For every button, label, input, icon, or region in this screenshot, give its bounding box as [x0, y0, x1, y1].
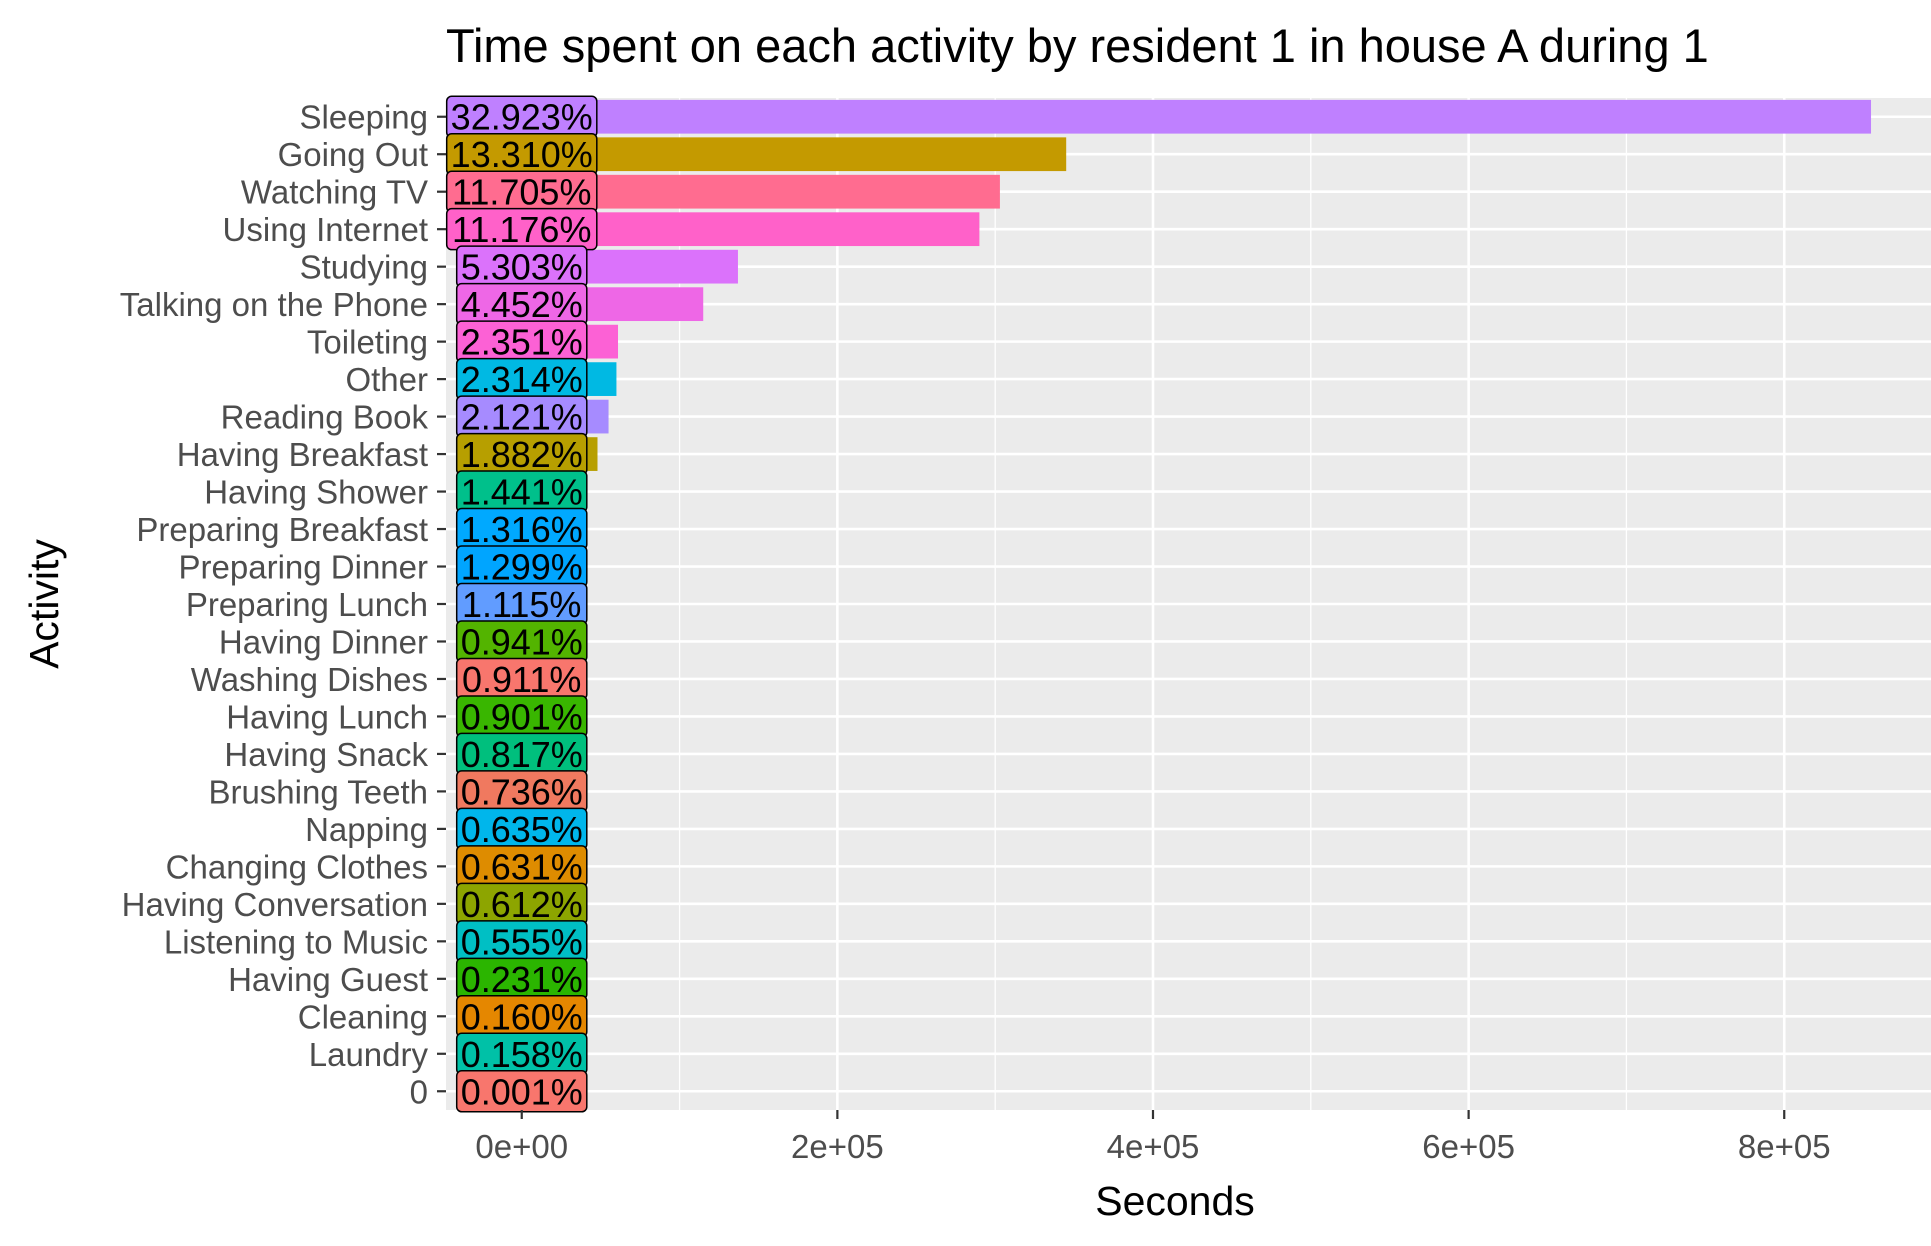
x-axis: 0e+00 2e+05 4e+05 6e+05 8e+05 [475, 1110, 1831, 1165]
bar [521, 137, 1067, 172]
y-tick-label: Having Breakfast [177, 436, 428, 473]
x-tick-label: 8e+05 [1738, 1128, 1831, 1165]
data-label: 2.351% [461, 322, 583, 363]
data-label: 0.555% [461, 921, 583, 962]
y-axis-title: Activity [21, 539, 67, 669]
y-tick-label: Reading Book [221, 399, 429, 436]
x-tick-label: 6e+05 [1422, 1128, 1515, 1165]
y-tick-label: Going Out [278, 136, 428, 173]
data-label: 0.635% [461, 809, 583, 850]
data-label: 0.631% [461, 846, 583, 887]
data-label: 1.115% [462, 584, 581, 625]
data-label: 13.310% [451, 134, 593, 175]
data-label: 1.882% [461, 434, 583, 475]
y-tick-label: Brushing Teeth [208, 773, 428, 810]
data-label: 2.121% [461, 397, 583, 438]
data-label: 0.817% [461, 734, 583, 775]
y-tick-label: Studying [300, 249, 428, 286]
x-tick-label: 2e+05 [791, 1128, 884, 1165]
y-tick-label: Preparing Breakfast [136, 511, 428, 548]
data-label: 11.705% [452, 172, 591, 213]
data-label: 0.001% [461, 1071, 583, 1112]
chart-title: Time spent on each activity by resident … [446, 19, 1709, 72]
y-tick-label: Napping [305, 811, 428, 848]
bar [521, 174, 1000, 209]
x-axis-title: Seconds [1095, 1178, 1255, 1224]
data-label: 0.911% [462, 659, 581, 700]
data-labels: 32.923%13.310%11.705%11.176%5.303%4.452%… [445, 95, 598, 1113]
data-label: 0.231% [461, 959, 583, 1000]
data-label: 1.316% [461, 509, 583, 550]
data-label: 0.736% [461, 771, 583, 812]
y-tick-label: Changing Clothes [166, 848, 428, 885]
data-label: 5.303% [461, 247, 583, 288]
bar [521, 99, 1872, 134]
y-tick-label: Having Shower [204, 474, 428, 511]
y-tick-label: 0 [410, 1073, 428, 1110]
data-label: 11.176% [452, 209, 591, 250]
y-tick-label: Having Guest [228, 961, 428, 998]
y-tick-label: Watching TV [241, 174, 428, 211]
data-label: 0.941% [461, 621, 583, 662]
y-tick-label: Using Internet [223, 211, 428, 248]
data-label: 0.612% [461, 884, 583, 925]
data-label: 1.299% [461, 547, 583, 588]
y-tick-label: Talking on the Phone [120, 286, 428, 323]
data-label: 2.314% [461, 359, 583, 400]
y-tick-label: Other [345, 361, 428, 398]
y-tick-label: Preparing Dinner [179, 549, 428, 586]
data-label: 0.160% [461, 996, 583, 1037]
data-label: 32.923% [451, 97, 593, 138]
data-label: 0.158% [461, 1034, 583, 1075]
data-label: 4.452% [461, 284, 583, 325]
y-tick-label: Having Dinner [219, 623, 428, 660]
y-tick-label: Having Snack [224, 736, 428, 773]
bar [521, 212, 980, 247]
y-tick-label: Preparing Lunch [186, 586, 428, 623]
y-tick-label: Having Conversation [122, 886, 428, 923]
y-tick-label: Laundry [309, 1036, 429, 1073]
y-tick-label: Sleeping [300, 99, 428, 136]
x-tick-label: 0e+00 [475, 1128, 568, 1165]
data-label: 1.441% [461, 472, 583, 513]
y-tick-label: Cleaning [298, 998, 428, 1035]
y-tick-label: Toileting [307, 324, 428, 361]
y-tick-label: Washing Dishes [191, 661, 428, 698]
x-tick-label: 4e+05 [1107, 1128, 1200, 1165]
y-tick-label: Listening to Music [164, 923, 428, 960]
y-tick-label: Having Lunch [226, 698, 428, 735]
data-label: 0.901% [461, 696, 583, 737]
